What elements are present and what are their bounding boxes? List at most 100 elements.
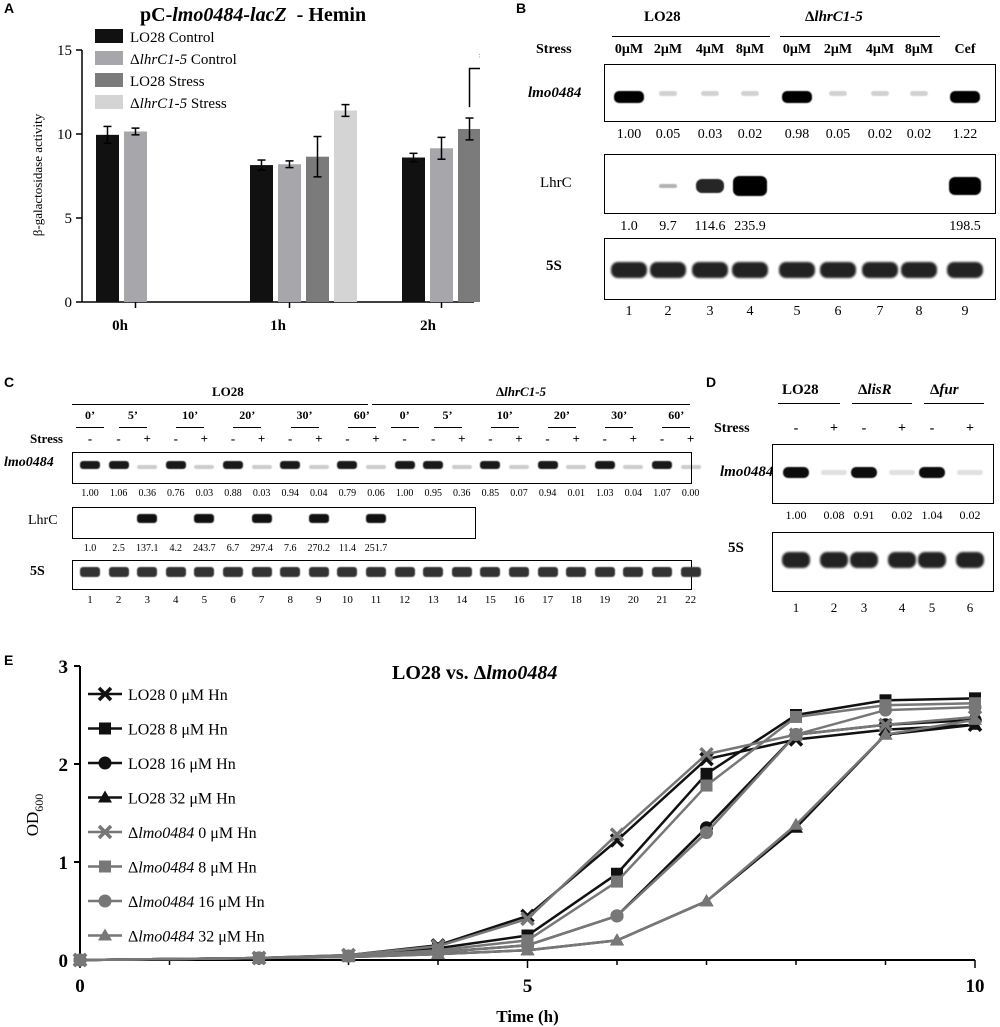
b-lane-number: 9 bbox=[961, 304, 969, 319]
c-sign: - bbox=[545, 431, 550, 446]
c-sign: + bbox=[686, 431, 695, 446]
b-row3-band bbox=[901, 262, 937, 278]
c-row3-band bbox=[366, 567, 386, 577]
data-point bbox=[611, 875, 623, 888]
b-row2-value: 1.0 bbox=[620, 219, 638, 234]
b-condition-label: 2μM bbox=[823, 42, 853, 57]
b-group2-label: ΔlhrC1-5 bbox=[805, 9, 863, 26]
d-group2-label: ΔlisR bbox=[858, 382, 892, 399]
c-lane-number: 15 bbox=[484, 594, 496, 606]
legend-label: ΔlhrC1-5 Stress bbox=[130, 96, 227, 112]
panel-a-plot: 0 5 10 15 0h 1h 2h * LO28 Control ΔlhrC1-5 Contro… bbox=[57, 29, 480, 334]
c-lane-number: 20 bbox=[627, 594, 639, 606]
panel-a-title-italic: lmo0484-lacZ bbox=[172, 4, 287, 26]
c-sign: - bbox=[431, 431, 436, 446]
d-lane-number: 3 bbox=[860, 600, 868, 615]
d-sign: + bbox=[966, 421, 974, 436]
b-condition-label: 4μM bbox=[695, 42, 725, 57]
b-row2-box bbox=[604, 154, 996, 214]
legend-label: LO28 16 μM Hn bbox=[128, 756, 236, 773]
d-row2-band bbox=[888, 552, 916, 568]
c-time-underline bbox=[547, 427, 576, 428]
b-lane-number: 7 bbox=[876, 304, 884, 319]
b-row1-band bbox=[910, 91, 928, 96]
c-row3-band bbox=[451, 567, 472, 577]
data-point bbox=[789, 817, 803, 830]
text-part: Δ bbox=[130, 96, 140, 112]
data-point bbox=[700, 779, 713, 792]
text-part: Δ bbox=[128, 860, 138, 877]
b-row1-band bbox=[782, 91, 812, 103]
c-time-underline bbox=[490, 427, 519, 428]
b-lane-number: 8 bbox=[915, 304, 923, 319]
b-row2-band bbox=[733, 176, 767, 196]
b-condition-label: 0μM bbox=[614, 42, 644, 57]
c-sign: + bbox=[572, 431, 580, 446]
text-part: lhrC1-5 bbox=[140, 52, 188, 68]
data-point bbox=[699, 894, 714, 907]
text-part: lhrC1-5 bbox=[814, 9, 863, 25]
c-row1-band bbox=[652, 461, 672, 469]
panel-a-title-post: - Hemin bbox=[286, 4, 367, 26]
data-point bbox=[700, 826, 713, 840]
c-sign: + bbox=[515, 431, 523, 446]
c-lane-number: 4 bbox=[173, 594, 179, 606]
x-axis-label: Time (h) bbox=[496, 1007, 559, 1026]
panel-a-title-pre: pC- bbox=[140, 4, 173, 26]
c-row1-value: 0.88 bbox=[224, 488, 242, 499]
text-part: LO28 16 μM Hn bbox=[128, 756, 236, 773]
c-row2-band bbox=[308, 514, 329, 523]
c-lane-number: 6 bbox=[230, 594, 236, 606]
c-row3-band bbox=[480, 567, 501, 577]
b-row2-band bbox=[696, 179, 724, 193]
c-time-label: 5’ bbox=[442, 408, 453, 422]
marker-stroke bbox=[699, 751, 714, 767]
c-row3-band bbox=[108, 567, 129, 577]
c-row1-band bbox=[280, 461, 301, 469]
data-point bbox=[700, 767, 713, 780]
c-sign: + bbox=[143, 431, 151, 446]
c-lane-number: 19 bbox=[599, 594, 611, 606]
data-point bbox=[968, 700, 982, 714]
text-part: 32 μM Hn bbox=[194, 929, 264, 946]
b-row3-band bbox=[732, 262, 768, 278]
c-lane-number: 1 bbox=[87, 594, 93, 606]
data-point bbox=[790, 710, 802, 723]
significance-bracket bbox=[468, 67, 480, 108]
panel-e-title-italic: lmo0484 bbox=[486, 662, 558, 684]
c-row1-value: 1.00 bbox=[395, 488, 414, 499]
bar bbox=[306, 156, 329, 302]
legend-marker bbox=[99, 860, 111, 873]
panel-a-title: pC-lmo0484-lacZ - Hemin bbox=[140, 4, 366, 27]
c-time-underline bbox=[347, 427, 376, 428]
panel-e-label: E bbox=[4, 652, 14, 668]
panel-a-ylabel: β-galactosidase activity bbox=[30, 113, 45, 236]
b-condition-label: 8μM bbox=[735, 42, 765, 57]
marker-stroke bbox=[520, 911, 535, 927]
x-tick-label: 0 bbox=[75, 976, 85, 997]
c-row1-band bbox=[108, 461, 129, 469]
bar bbox=[278, 164, 301, 302]
b-condition-label: 2μM bbox=[653, 42, 683, 57]
c-row2-box bbox=[72, 507, 476, 539]
c-row3-band bbox=[537, 567, 558, 577]
d-row1-band bbox=[783, 467, 809, 478]
c-time-label: 0’ bbox=[85, 408, 95, 422]
panel-c: LO28 ΔlhrC1-5 0’ 5’ 10’ 20’ 30’ 60’ 0’ 5’ 10’ 20’ 30… bbox=[0, 0, 701, 650]
c-row1-value: 0.36 bbox=[453, 488, 471, 499]
d-lane-number: 2 bbox=[830, 600, 838, 615]
x-tick-label: 0h bbox=[112, 318, 129, 334]
c-lane-number: 21 bbox=[656, 594, 668, 606]
panel-d-label: D bbox=[706, 374, 717, 390]
c-lane-number: 8 bbox=[287, 594, 293, 606]
data-point bbox=[610, 933, 624, 946]
c-row2-band bbox=[194, 514, 215, 523]
b-row1-band bbox=[659, 91, 677, 96]
c-time-underline bbox=[76, 427, 104, 428]
data-point bbox=[431, 947, 445, 960]
b-condition-label: 4μM bbox=[865, 42, 895, 57]
c-row2-label: LhrC bbox=[28, 513, 58, 528]
c-time-underline bbox=[290, 427, 319, 428]
c-sign: - bbox=[116, 431, 121, 446]
marker-stroke bbox=[699, 746, 714, 762]
